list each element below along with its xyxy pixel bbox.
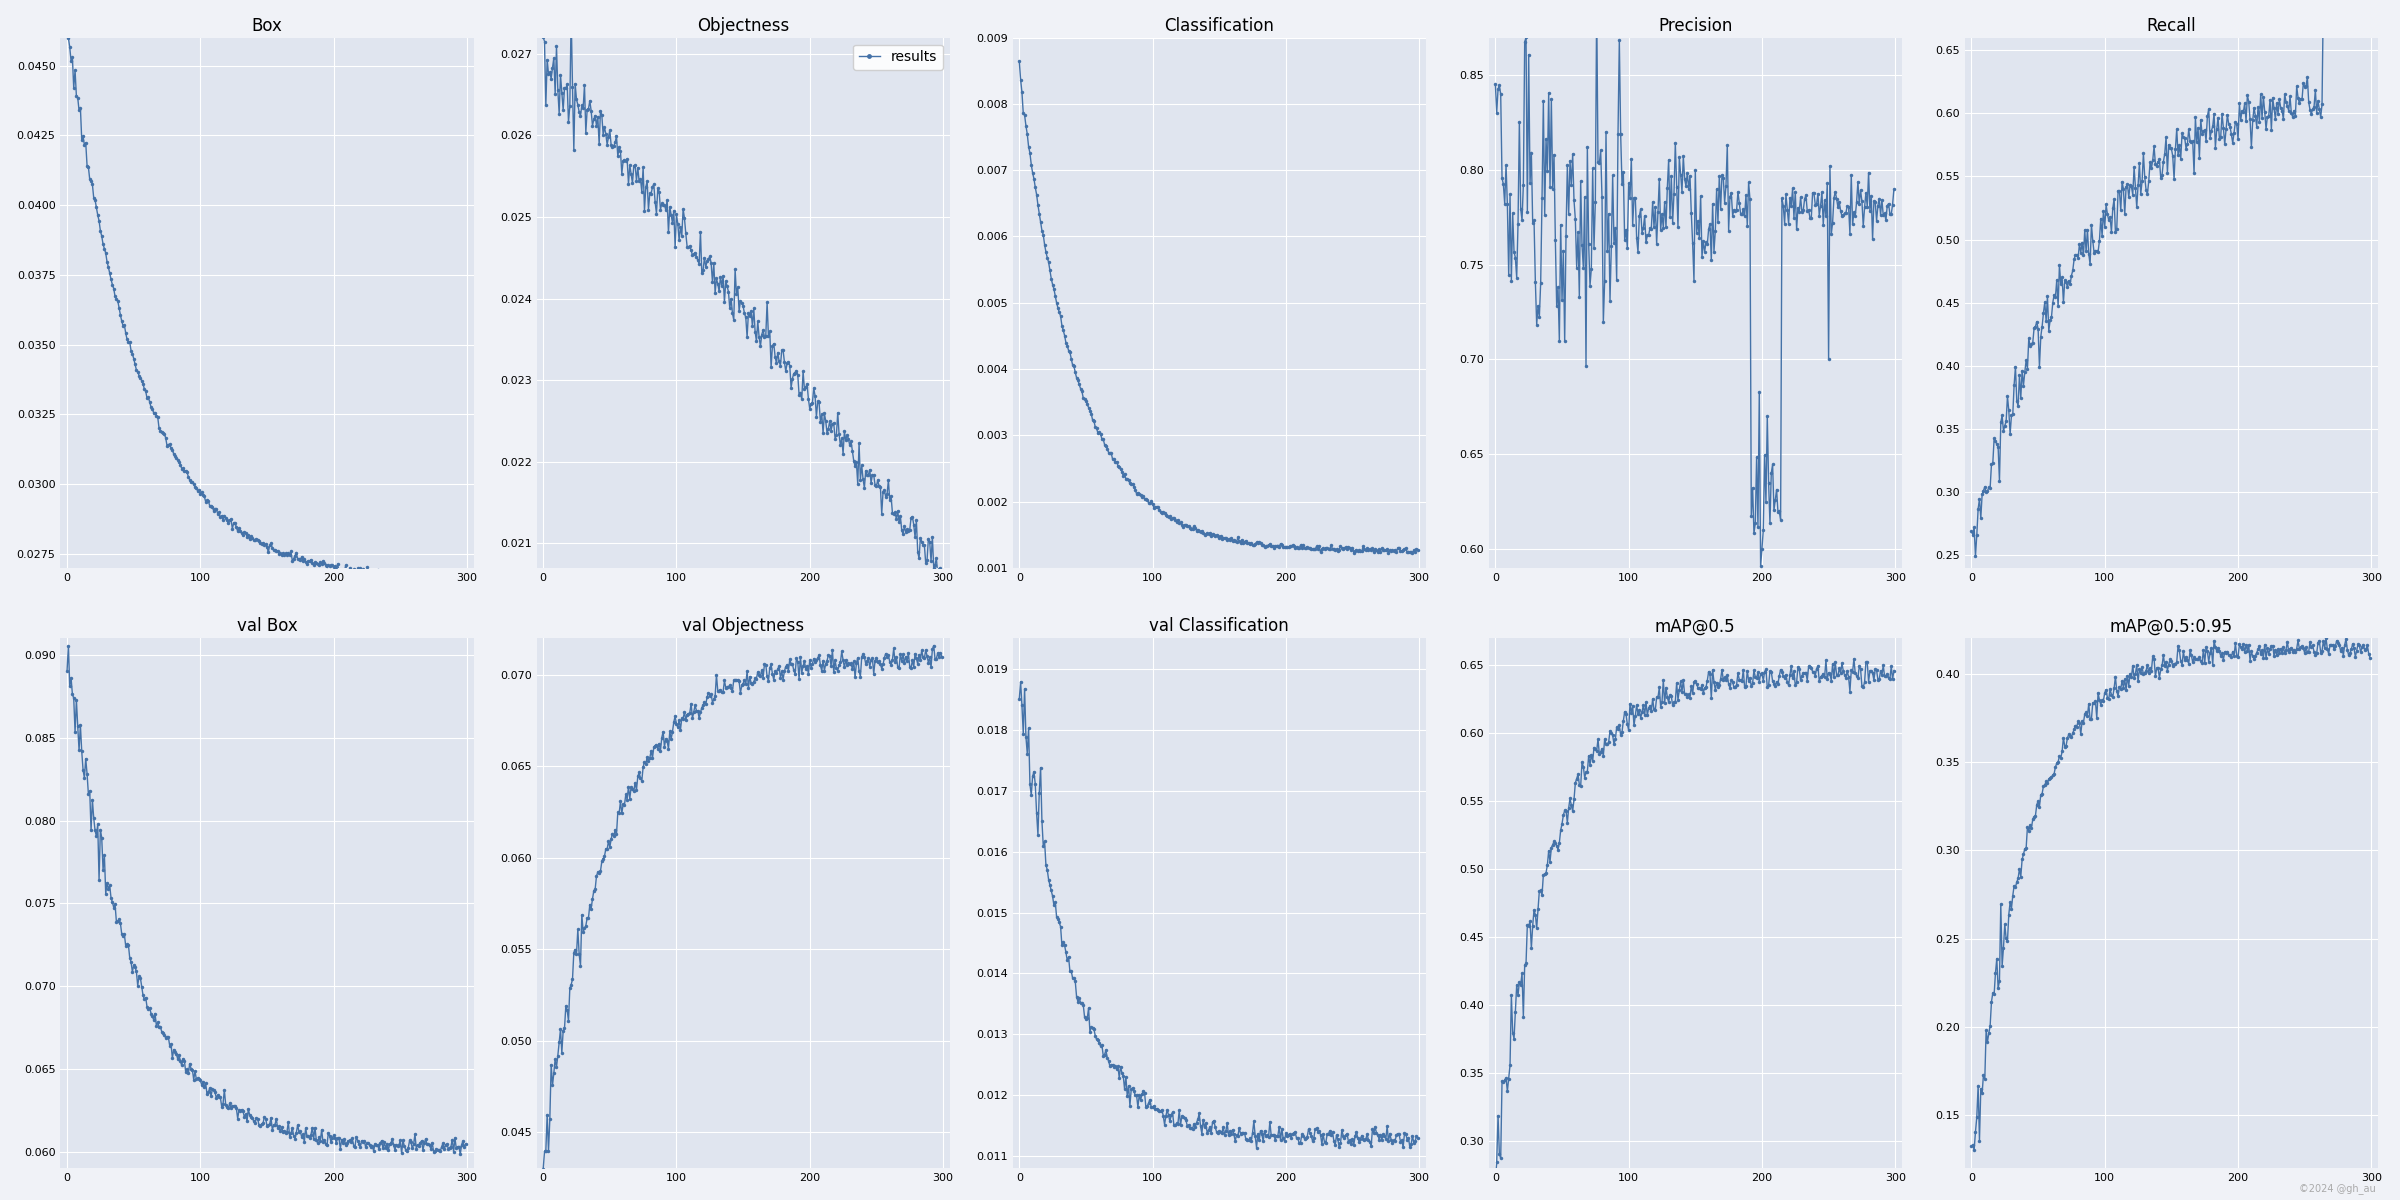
Text: ©2024 @gh_au: ©2024 @gh_au	[2299, 1183, 2376, 1194]
Title: Classification: Classification	[1164, 17, 1274, 35]
Title: Objectness: Objectness	[696, 17, 790, 35]
Title: Precision: Precision	[1658, 17, 1733, 35]
Title: Recall: Recall	[2146, 17, 2196, 35]
Title: mAP@0.5: mAP@0.5	[1656, 617, 1735, 635]
Title: Box: Box	[252, 17, 283, 35]
Legend: results: results	[854, 44, 943, 70]
Title: val Objectness: val Objectness	[682, 617, 804, 635]
Title: mAP@0.5:0.95: mAP@0.5:0.95	[2110, 617, 2232, 635]
Title: val Classification: val Classification	[1150, 617, 1289, 635]
Title: val Box: val Box	[238, 617, 298, 635]
